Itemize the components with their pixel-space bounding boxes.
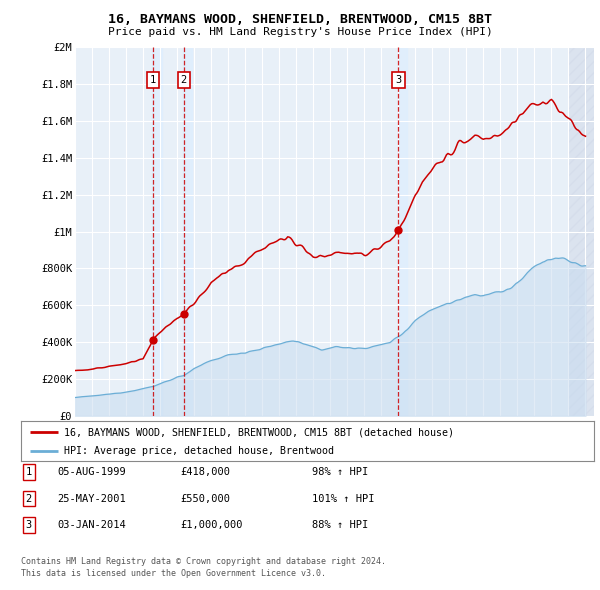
Bar xyxy=(152,47,161,416)
Text: 101% ↑ HPI: 101% ↑ HPI xyxy=(312,494,374,503)
Bar xyxy=(398,47,407,416)
Text: 16, BAYMANS WOOD, SHENFIELD, BRENTWOOD, CM15 8BT: 16, BAYMANS WOOD, SHENFIELD, BRENTWOOD, … xyxy=(108,13,492,26)
Text: 03-JAN-2014: 03-JAN-2014 xyxy=(57,520,126,530)
Text: 1: 1 xyxy=(150,76,156,86)
Text: This data is licensed under the Open Government Licence v3.0.: This data is licensed under the Open Gov… xyxy=(21,569,326,578)
Text: 3: 3 xyxy=(395,76,401,86)
Text: 2: 2 xyxy=(26,494,32,503)
Text: 05-AUG-1999: 05-AUG-1999 xyxy=(57,467,126,477)
Text: Contains HM Land Registry data © Crown copyright and database right 2024.: Contains HM Land Registry data © Crown c… xyxy=(21,558,386,566)
Text: 25-MAY-2001: 25-MAY-2001 xyxy=(57,494,126,503)
Text: 88% ↑ HPI: 88% ↑ HPI xyxy=(312,520,368,530)
Text: 16, BAYMANS WOOD, SHENFIELD, BRENTWOOD, CM15 8BT (detached house): 16, BAYMANS WOOD, SHENFIELD, BRENTWOOD, … xyxy=(64,428,454,438)
Bar xyxy=(568,47,594,416)
Text: 3: 3 xyxy=(26,520,32,530)
Text: £418,000: £418,000 xyxy=(180,467,230,477)
Text: 98% ↑ HPI: 98% ↑ HPI xyxy=(312,467,368,477)
Text: 1: 1 xyxy=(26,467,32,477)
Text: £1,000,000: £1,000,000 xyxy=(180,520,242,530)
Text: HPI: Average price, detached house, Brentwood: HPI: Average price, detached house, Bren… xyxy=(64,446,334,456)
Text: Price paid vs. HM Land Registry's House Price Index (HPI): Price paid vs. HM Land Registry's House … xyxy=(107,27,493,37)
Bar xyxy=(183,47,192,416)
Text: £550,000: £550,000 xyxy=(180,494,230,503)
Text: 2: 2 xyxy=(181,76,187,86)
